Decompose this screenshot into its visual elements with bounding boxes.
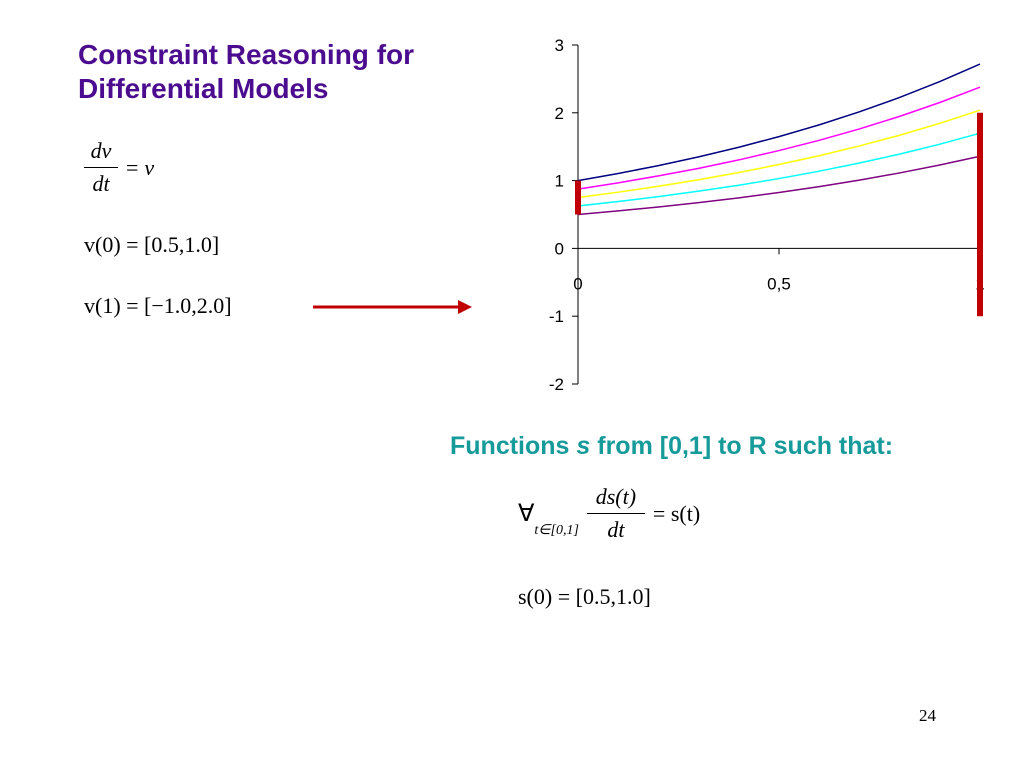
series-line-4 (577, 132, 981, 207)
y-tick-label: -1 (549, 307, 564, 326)
y-tick-label: 1 (555, 172, 564, 191)
ode-equation: dv dt = v (84, 138, 154, 197)
s-ode-numerator: ds(t) (595, 484, 637, 509)
forall-subscript: t∈[0,1] (534, 523, 579, 538)
series-line-2 (577, 86, 981, 190)
x-tick-label: 0,5 (767, 274, 791, 293)
s-initial-condition: s(0) = [0.5,1.0] (518, 584, 651, 609)
y-tick-label: -2 (549, 375, 564, 394)
functions-heading: Functions s from [0,1] to R such that: (450, 432, 893, 461)
ode-equals: = (126, 154, 139, 180)
ode-denominator: dt (92, 171, 110, 196)
initial-condition-equation: v(0) = [0.5,1.0] (84, 232, 220, 257)
fraction-bar (84, 167, 118, 168)
ode-rhs: v (144, 154, 155, 180)
series-line-1 (577, 63, 981, 182)
series-line-5 (577, 155, 981, 216)
x-tick-label: 0 (573, 274, 582, 293)
ode-fraction: dv dt (84, 138, 118, 197)
s-ode-rhs: = s(t) (652, 500, 701, 526)
s-ode-fraction: ds(t) dt (586, 484, 645, 543)
y-tick-label: 3 (555, 36, 564, 55)
final-condition-equation: v(1) = [−1.0,2.0] (84, 293, 232, 318)
functions-lead: Functions (450, 432, 570, 460)
page-number: 24 (919, 706, 936, 725)
forall-symbol: ∀ (518, 501, 535, 527)
ode-numerator: dv (90, 138, 112, 163)
y-tick-label: 2 (555, 104, 564, 123)
functions-var: s (576, 432, 591, 460)
forall-equation: ∀ t∈[0,1] ds(t) dt = s(t) (518, 484, 700, 543)
functions-rest: from [0,1] to R such that: (597, 432, 894, 460)
y-tick-label: 0 (555, 239, 564, 258)
series-line-3 (577, 109, 981, 199)
pointer-arrow-head (458, 300, 472, 314)
s-ode-denominator: dt (607, 517, 625, 542)
slide-title: Constraint Reasoning for Differential Mo… (78, 39, 415, 104)
fraction-bar (586, 513, 645, 514)
